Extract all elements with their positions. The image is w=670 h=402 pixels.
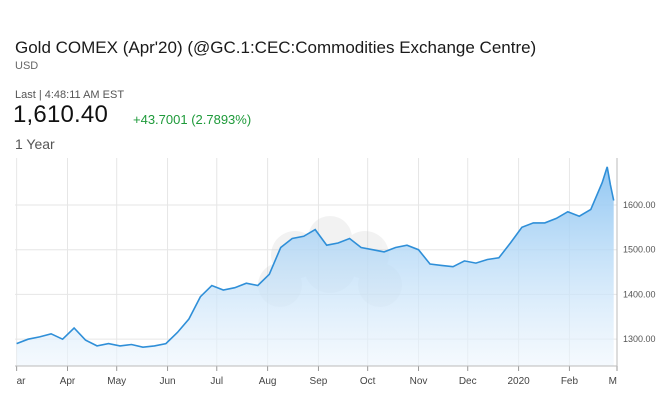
x-tick-label: Aug	[259, 376, 277, 387]
x-tick-label: Jul	[210, 376, 223, 387]
x-tick-label: 2020	[507, 376, 530, 387]
x-tick-label: Feb	[561, 376, 579, 387]
price-line	[16, 166, 615, 349]
last-updated-label: Last | 4:48:11 AM EST	[15, 89, 125, 101]
y-tick-label: 1500.00	[623, 245, 656, 255]
price-change: +43.7001 (2.7893%)	[133, 112, 252, 127]
x-tick-label: Dec	[459, 376, 477, 387]
last-price: 1,610.40	[13, 101, 109, 128]
x-tick-label: M	[609, 376, 617, 387]
x-tick-label: Apr	[60, 376, 76, 387]
x-tick-label: Oct	[360, 376, 376, 387]
y-axis: 1300.00 1400.00 1500.00 1600.00	[616, 158, 656, 366]
x-tick-label: Sep	[310, 376, 328, 387]
x-tick-label: ar	[17, 376, 27, 387]
y-tick-label: 1600.00	[623, 200, 656, 210]
x-tick-label: May	[107, 376, 126, 387]
y-tick-label: 1400.00	[623, 289, 656, 299]
y-tick-label: 1300.00	[623, 334, 656, 344]
currency-label: USD	[15, 60, 39, 72]
price-area	[16, 166, 614, 366]
x-tick-label: Nov	[410, 376, 428, 387]
time-range-label[interactable]: 1 Year	[15, 136, 55, 152]
x-tick-label: Jun	[159, 376, 175, 387]
chart-title: Gold COMEX (Apr'20) (@GC.1:CEC:Commoditi…	[15, 38, 537, 57]
x-axis: ar Apr May Jun Jul Aug Sep Oct Nov Dec 2020 Feb M	[15, 365, 618, 387]
price-chart: ar Apr May Jun Jul Aug Sep Oct Nov Dec 2020 Feb M 13…	[15, 158, 656, 387]
